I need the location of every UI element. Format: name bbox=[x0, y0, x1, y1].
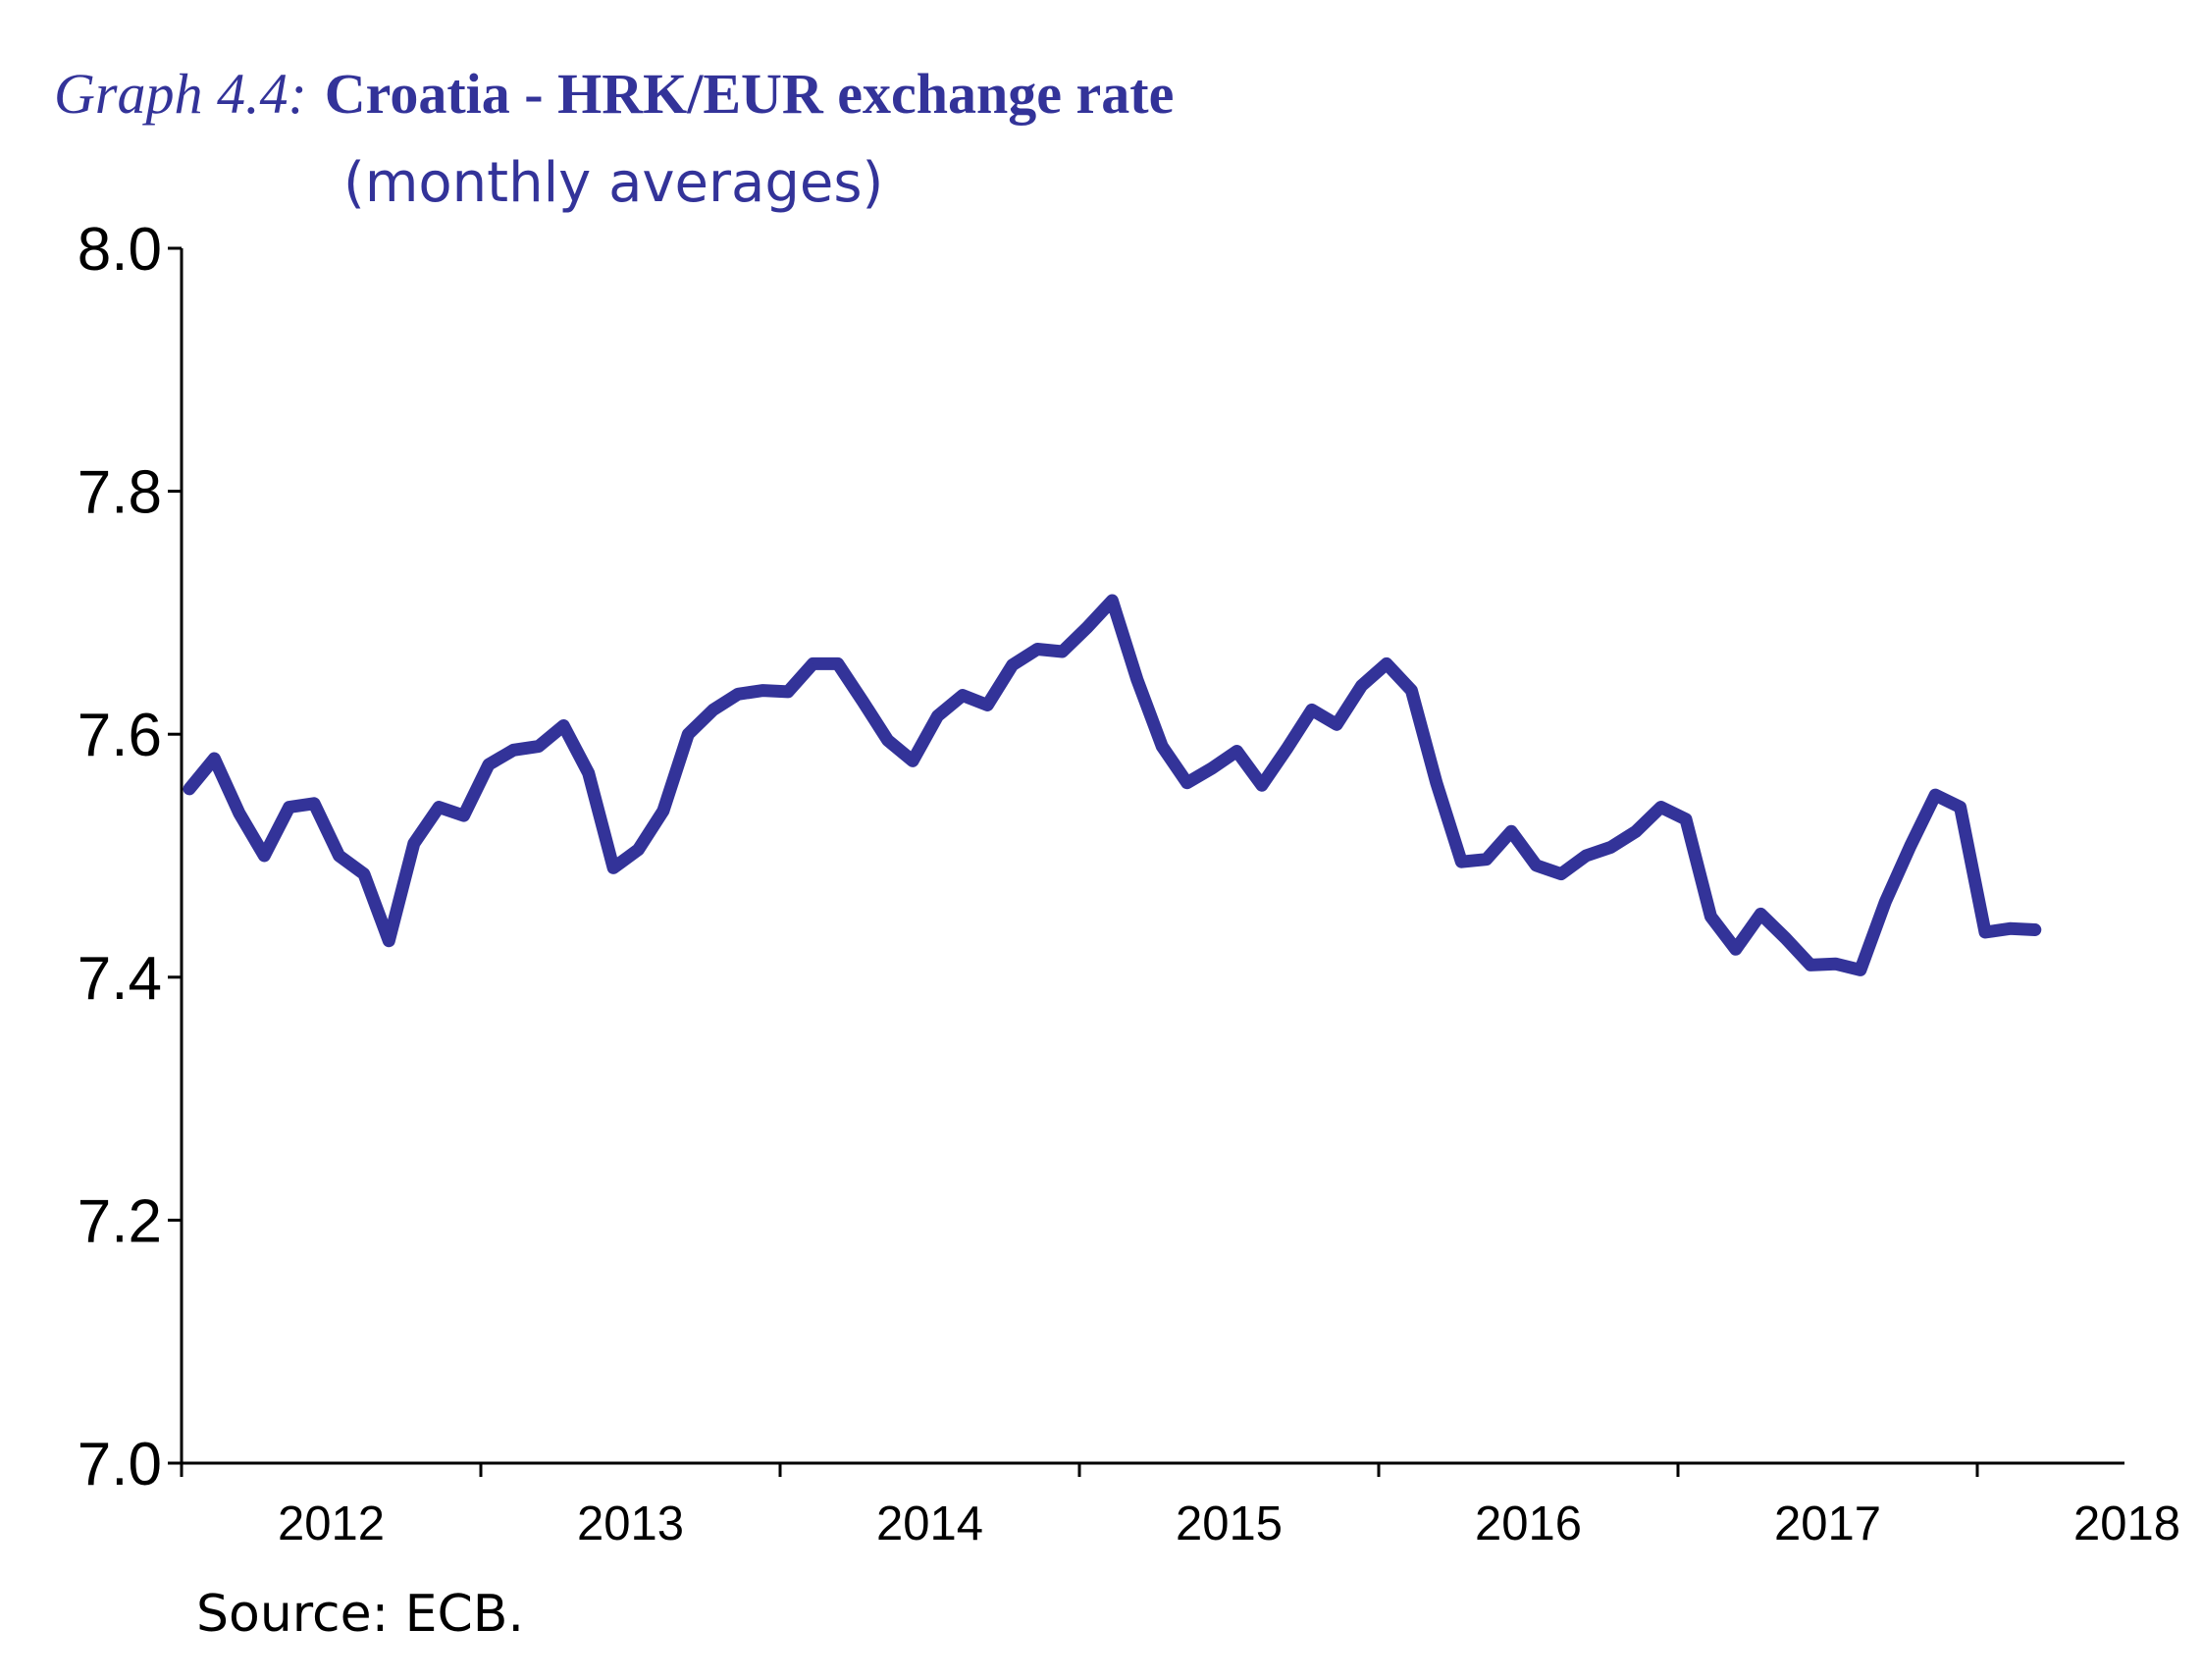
y-tick-label: 7.6 bbox=[78, 702, 162, 769]
x-tick-label: 2014 bbox=[876, 1497, 983, 1550]
chart-subtitle: (monthly averages) bbox=[343, 151, 883, 215]
x-axis-ticks: 2012 2013 2014 2015 2016 2017 2018 bbox=[180, 1463, 2180, 1550]
x-tick-label: 2016 bbox=[1475, 1497, 1582, 1550]
series-group bbox=[183, 594, 2042, 976]
series-line-hrk-eur bbox=[183, 594, 2042, 976]
y-axis-ticks: 7.0 7.2 7.4 7.6 7.8 8.0 bbox=[78, 216, 182, 1498]
title-prefix: Graph 4.4: bbox=[54, 62, 307, 126]
title-main: Croatia - HRK/EUR exchange rate bbox=[325, 62, 1175, 126]
y-tick-label: 7.0 bbox=[78, 1431, 162, 1498]
y-tick-label: 7.8 bbox=[78, 459, 162, 527]
y-tick-label: 7.2 bbox=[78, 1187, 162, 1255]
x-tick-label: 2015 bbox=[1176, 1497, 1283, 1550]
x-tick-label: 2012 bbox=[278, 1497, 385, 1550]
axes bbox=[180, 248, 2124, 1477]
chart-title: Graph 4.4: Croatia - HRK/EUR exchange ra… bbox=[54, 62, 1174, 126]
y-tick-label: 7.4 bbox=[78, 945, 162, 1013]
source-note: Source: ECB. bbox=[196, 1585, 524, 1644]
y-tick-label: 8.0 bbox=[78, 216, 162, 284]
x-tick-label: 2018 bbox=[2073, 1497, 2180, 1550]
x-tick-label: 2013 bbox=[577, 1497, 684, 1550]
x-tick-label: 2017 bbox=[1774, 1497, 1881, 1550]
